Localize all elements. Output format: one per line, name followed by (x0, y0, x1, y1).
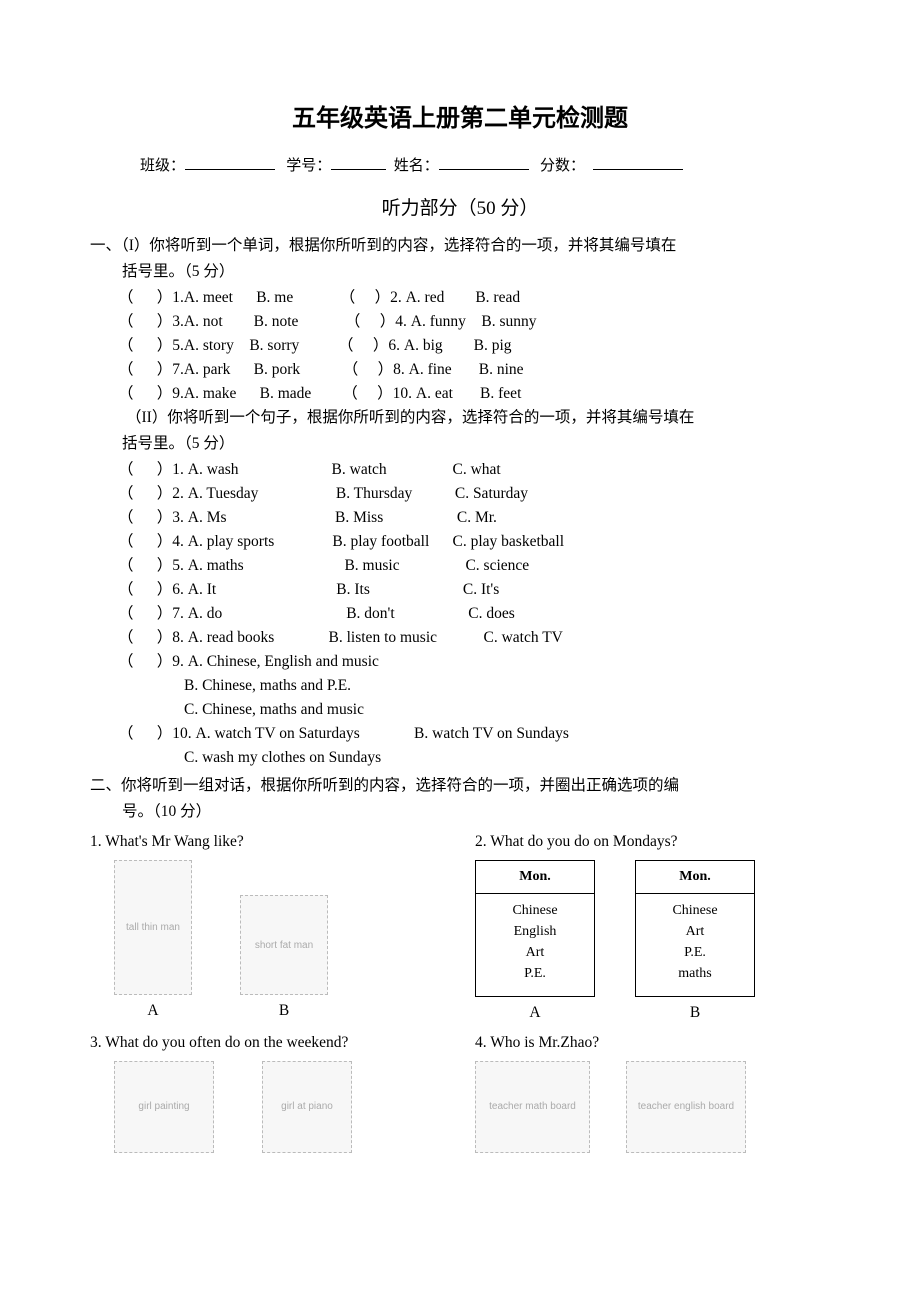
q-row: （ ）6. A. It B. Its C. It's (90, 578, 830, 602)
q-row: （ ）7. A. do B. don't C. does (90, 602, 830, 626)
q4-text: 4. Who is Mr.Zhao? (475, 1031, 830, 1055)
name-label: 姓名： (394, 158, 439, 174)
q2-text: 2. What do you do on Mondays? (475, 830, 830, 854)
part1-instr: 一、（I）你将听到一个单词，根据你所听到的内容，选择符合的一项，并将其编号填在 (90, 234, 830, 258)
q-sub: C. wash my clothes on Sundays (90, 746, 830, 770)
id-label: 学号： (286, 158, 331, 174)
sched-head: Mon. (636, 861, 754, 894)
score-label: 分数： (540, 158, 585, 174)
q1-text: 1. What's Mr Wang like? (90, 830, 445, 854)
sched-item: P.E. (486, 963, 584, 984)
score-blank[interactable] (593, 155, 683, 170)
q-row: （ ）9. A. Chinese, English and music (90, 650, 830, 674)
q-row: （ ）5. A. maths B. music C. science (90, 554, 830, 578)
q4-image-b: teacher english board (626, 1061, 746, 1153)
q4-image-a: teacher math board (475, 1061, 590, 1153)
q-row: （ ）10. A. watch TV on Saturdays B. watch… (90, 722, 830, 746)
q-row: （ ）8. A. read books B. listen to music C… (90, 626, 830, 650)
q-row: （ ）3.A. not B. note （ ）4. A. funny B. su… (90, 310, 830, 334)
q-row: （ ）4. A. play sports B. play football C.… (90, 530, 830, 554)
q2-schedule-a: Mon. Chinese English Art P.E. (475, 860, 595, 997)
q-row: （ ）9.A. make B. made （ ）10. A. eat B. fe… (90, 382, 830, 406)
q3-image-a: girl painting (114, 1061, 214, 1153)
id-blank[interactable] (331, 155, 386, 170)
q3-image-b: girl at piano (262, 1061, 352, 1153)
q2-label-b: B (635, 1001, 755, 1025)
q-row: （ ）5.A. story B. sorry （ ）6. A. big B. p… (90, 334, 830, 358)
q-row: （ ）3. A. Ms B. Miss C. Mr. (90, 506, 830, 530)
q1-label-a: A (114, 999, 192, 1023)
part1b-instr2: 括号里。（5 分） (90, 432, 830, 456)
q-sub: C. Chinese, maths and music (90, 698, 830, 722)
q3-text: 3. What do you often do on the weekend? (90, 1031, 445, 1055)
q1-image-b: short fat man (240, 895, 328, 995)
part1-instr2: 括号里。（5 分） (90, 260, 830, 284)
sched-item: English (486, 921, 584, 942)
q2-label-a: A (475, 1001, 595, 1025)
sched-item: Chinese (646, 900, 744, 921)
class-label: 班级： (140, 158, 185, 174)
q1-image-a: tall thin man (114, 860, 192, 995)
part1b-instr: （II）你将听到一个句子，根据你所听到的内容，选择符合的一项，并将其编号填在 (90, 406, 830, 430)
q-row: （ ）7.A. park B. pork （ ）8. A. fine B. ni… (90, 358, 830, 382)
q-sub: B. Chinese, maths and P.E. (90, 674, 830, 698)
sched-item: Chinese (486, 900, 584, 921)
part2-instr2: 号。（10 分） (90, 800, 830, 824)
q-row: （ ）1. A. wash B. watch C. what (90, 458, 830, 482)
sched-head: Mon. (476, 861, 594, 894)
q-row: （ ）2. A. Tuesday B. Thursday C. Saturday (90, 482, 830, 506)
part2-instr: 二、你将听到一组对话，根据你所听到的内容，选择符合的一项，并圈出正确选项的编 (90, 774, 830, 798)
q1-label-b: B (240, 999, 328, 1023)
page-title: 五年级英语上册第二单元检测题 (90, 100, 830, 137)
listening-heading: 听力部分（50 分） (90, 194, 830, 223)
sched-item: P.E. (646, 942, 744, 963)
q2-schedule-b: Mon. Chinese Art P.E. maths (635, 860, 755, 997)
student-info-row: 班级： 学号： 姓名： 分数： (90, 155, 830, 178)
q-row: （ ）1.A. meet B. me （ ）2. A. red B. read (90, 286, 830, 310)
sched-item: Art (486, 942, 584, 963)
sched-item: Art (646, 921, 744, 942)
sched-item: maths (646, 963, 744, 984)
name-blank[interactable] (439, 155, 529, 170)
class-blank[interactable] (185, 155, 275, 170)
